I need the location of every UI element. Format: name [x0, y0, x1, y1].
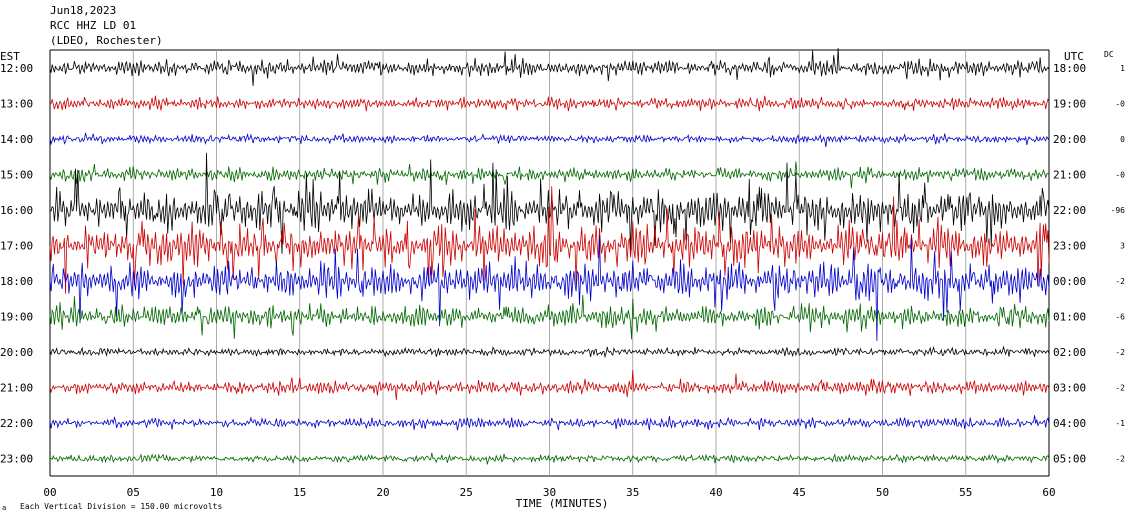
dc-offset-label: -0: [1115, 171, 1125, 180]
est-hour-label: 12:00: [0, 62, 33, 75]
dc-label: DC: [1104, 50, 1114, 59]
est-hour-label: 22:00: [0, 417, 33, 430]
right-timezone: UTC: [1064, 50, 1084, 63]
trace-line: [49, 369, 1050, 401]
trace-line: [49, 452, 1050, 465]
x-tick-label: 60: [1042, 486, 1055, 499]
dc-offset-label: -96: [1111, 206, 1126, 215]
est-hour-label: 18:00: [0, 275, 33, 288]
x-tick-label: 05: [127, 486, 140, 499]
x-tick-label: 50: [876, 486, 889, 499]
dc-offset-label: -0: [1115, 100, 1125, 109]
trace-line: [49, 152, 1050, 254]
x-tick-label: 15: [293, 486, 306, 499]
est-hour-label: 17:00: [0, 240, 33, 253]
dc-offset-label: -2: [1115, 348, 1125, 357]
dc-offset-label: 3: [1120, 242, 1125, 251]
header-location: (LDEO, Rochester): [50, 34, 163, 47]
x-tick-label: 35: [626, 486, 639, 499]
utc-hour-label: 18:00: [1053, 62, 1086, 75]
trace-line: [49, 415, 1050, 431]
x-tick-label: 00: [43, 486, 56, 499]
dc-offset-label: -6: [1115, 313, 1125, 322]
x-tick-label: 25: [460, 486, 473, 499]
x-tick-label: 20: [376, 486, 389, 499]
utc-hour-label: 19:00: [1053, 98, 1086, 111]
utc-hour-label: 23:00: [1053, 240, 1086, 253]
left-timezone: EST: [0, 50, 20, 63]
x-tick-label: 55: [959, 486, 972, 499]
x-tick-label: 10: [210, 486, 223, 499]
dc-offset-label: -2: [1115, 277, 1125, 286]
trace-line: [49, 95, 1050, 112]
dc-offset-label: -2: [1115, 455, 1125, 464]
trace-line: [49, 186, 1050, 294]
est-hour-label: 13:00: [0, 98, 33, 111]
est-hour-label: 19:00: [0, 311, 33, 324]
utc-hour-label: 02:00: [1053, 346, 1086, 359]
header-date: Jun18,2023: [50, 4, 116, 17]
utc-hour-label: 05:00: [1053, 453, 1086, 466]
x-tick-label: 45: [793, 486, 806, 499]
trace-line: [49, 47, 1050, 86]
est-hour-label: 16:00: [0, 204, 33, 217]
header-station: RCC HHZ LD 01: [50, 19, 136, 32]
utc-hour-label: 22:00: [1053, 204, 1086, 217]
utc-hour-label: 21:00: [1053, 169, 1086, 182]
utc-hour-label: 03:00: [1053, 382, 1086, 395]
corner-mark: a: [2, 504, 6, 512]
dc-offset-label: 1: [1120, 64, 1125, 73]
trace-line: [49, 294, 1050, 340]
trace-line: [49, 161, 1050, 189]
est-hour-label: 20:00: [0, 346, 33, 359]
grid-lines: [49, 49, 1050, 477]
dc-offset-label: -1: [1115, 419, 1125, 428]
est-hour-label: 14:00: [0, 133, 33, 146]
seismic-traces: [49, 47, 1050, 465]
utc-hour-label: 20:00: [1053, 133, 1086, 146]
est-hour-label: 21:00: [0, 382, 33, 395]
est-hour-label: 23:00: [0, 453, 33, 466]
trace-line: [49, 132, 1050, 148]
utc-hour-label: 01:00: [1053, 311, 1086, 324]
dc-offset-label: -2: [1115, 384, 1125, 393]
x-tick-label: 30: [543, 486, 556, 499]
x-axis-label: TIME (MINUTES): [516, 497, 609, 510]
x-tick-label: 40: [709, 486, 722, 499]
trace-line: [49, 234, 1050, 342]
utc-hour-label: 00:00: [1053, 275, 1086, 288]
trace-line: [49, 345, 1050, 359]
scale-note: Each Vertical Division = 150.00 microvol…: [20, 502, 222, 511]
dc-offset-label: 0: [1120, 135, 1125, 144]
utc-hour-label: 04:00: [1053, 417, 1086, 430]
est-hour-label: 15:00: [0, 169, 33, 182]
